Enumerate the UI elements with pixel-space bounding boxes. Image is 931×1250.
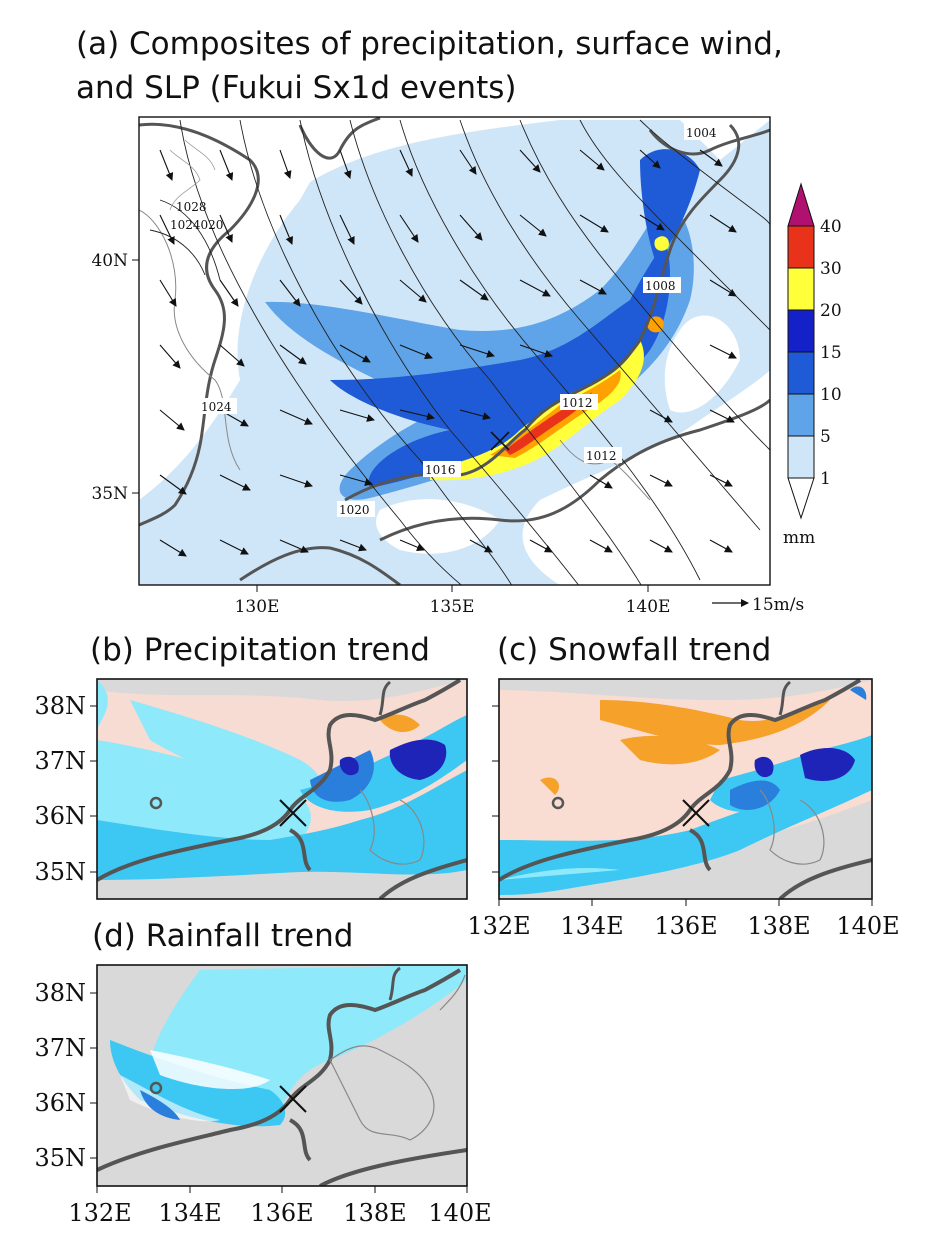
panel-c-title: (c) Snowfall trend bbox=[497, 632, 772, 668]
panel-c-xtick-132E: 132E bbox=[467, 912, 530, 940]
panel-c-xtick-136E: 136E bbox=[654, 912, 717, 940]
isobar-labels: 1004 1008 1012 1012 1016 1020 1024 1028 … bbox=[170, 124, 722, 517]
panel-d-ytick-35N: 35N bbox=[34, 1144, 86, 1172]
panel-d-map: 38N 37N 36N 35N 132E 134E 136E 138E 140E bbox=[34, 964, 492, 1227]
colorbar: 1 5 10 15 20 30 40 mm bbox=[783, 182, 842, 548]
panel-d-xtick-138E: 138E bbox=[343, 1199, 406, 1227]
panel-c-xtick-138E: 138E bbox=[747, 912, 810, 940]
panel-a-ytick-40N: 40N bbox=[91, 251, 128, 271]
isobar-label-1012: 1012 bbox=[562, 396, 593, 410]
panel-c-map: 132E 134E 136E 138E 140E bbox=[467, 678, 900, 940]
colorbar-label-30: 30 bbox=[820, 259, 842, 279]
panel-a-xtick-130E: 130E bbox=[235, 597, 280, 617]
fukui-station-marker bbox=[490, 431, 510, 451]
panel-d-ytick-37N: 37N bbox=[34, 1034, 86, 1062]
panel-b-ytick-35N: 35N bbox=[34, 858, 86, 886]
panel-c-xtick-140E: 140E bbox=[836, 912, 899, 940]
panel-a-title: (a) Composites of precipitation, surface… bbox=[76, 22, 866, 110]
panel-a-title-line1: (a) Composites of precipitation, surface… bbox=[76, 26, 783, 62]
panel-d-title: (d) Rainfall trend bbox=[92, 918, 354, 954]
colorbar-label-20: 20 bbox=[820, 301, 842, 321]
colorbar-unit: mm bbox=[783, 528, 815, 548]
panel-b-station-marker bbox=[279, 799, 307, 827]
colorbar-label-5: 5 bbox=[820, 427, 831, 447]
colorbar-label-1: 1 bbox=[820, 469, 831, 489]
panel-a-xtick-135E: 135E bbox=[430, 597, 475, 617]
panel-b-map: 38N 37N 36N 35N bbox=[34, 678, 468, 900]
wind-vectors bbox=[159, 149, 737, 557]
precip-5-10-band bbox=[265, 200, 694, 500]
panel-c-station-marker bbox=[682, 799, 710, 827]
colorbar-label-10: 10 bbox=[820, 385, 842, 405]
panel-c-xtick-134E: 134E bbox=[560, 912, 623, 940]
isobar-label-1008: 1008 bbox=[645, 279, 676, 293]
panel-d-xtick-132E: 132E bbox=[68, 1199, 131, 1227]
panel-d-xtick-136E: 136E bbox=[250, 1199, 313, 1227]
isobar-label-1024020: 1024020 bbox=[170, 218, 223, 232]
colorbar-label-15: 15 bbox=[820, 343, 842, 363]
precip-white-south bbox=[522, 370, 770, 585]
panel-b-ytick-37N: 37N bbox=[34, 747, 86, 775]
colorbar-label-40: 40 bbox=[820, 217, 842, 237]
panel-d-ytick-38N: 38N bbox=[34, 979, 86, 1007]
isobar-label-1016: 1016 bbox=[425, 463, 456, 477]
panel-a-ytick-35N: 35N bbox=[91, 484, 128, 504]
isobar-label-1012-south: 1012 bbox=[586, 449, 617, 463]
isobar-label-1028: 1028 bbox=[176, 200, 207, 214]
panel-d-station-marker bbox=[279, 1085, 307, 1113]
isobars bbox=[149, 119, 770, 585]
isobar-label-1024: 1024 bbox=[201, 400, 232, 414]
panel-d-ytick-36N: 36N bbox=[34, 1089, 86, 1117]
panel-d-xtick-134E: 134E bbox=[158, 1199, 221, 1227]
precip-10-15-band bbox=[330, 240, 670, 488]
panel-b-title: (b) Precipitation trend bbox=[90, 632, 430, 668]
panel-a-frame bbox=[138, 116, 771, 586]
panel-b-ytick-38N: 38N bbox=[34, 692, 86, 720]
panel-a-xtick-140E: 140E bbox=[626, 597, 671, 617]
panel-a-title-line2: and SLP (Fukui Sx1d events) bbox=[76, 70, 517, 106]
reference-vector-label: 15m/s bbox=[752, 595, 804, 615]
panel-d-xtick-140E: 140E bbox=[428, 1199, 491, 1227]
panel-b-ytick-36N: 36N bbox=[34, 802, 86, 830]
isobar-label-1004: 1004 bbox=[686, 126, 717, 140]
panel-a-map: 1004 1008 1012 1012 1016 1020 1024 1028 … bbox=[91, 116, 804, 617]
isobar-label-1020: 1020 bbox=[339, 503, 370, 517]
